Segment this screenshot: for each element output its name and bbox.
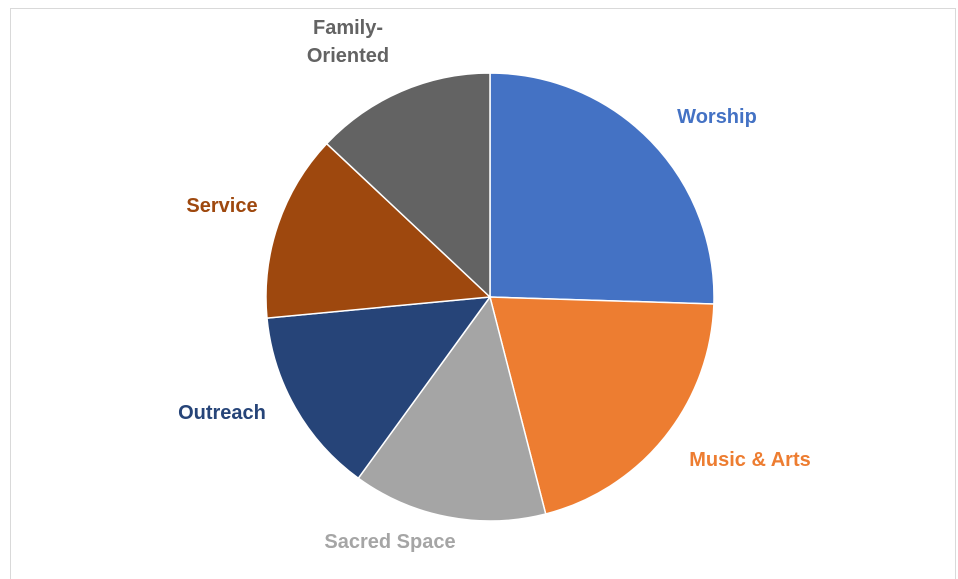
pie-label-music-arts: Music & Arts — [689, 449, 811, 471]
pie-labels: Worship Music & Arts Sacred Space Outreach S… — [178, 17, 811, 553]
pie-label-outreach: Outreach — [178, 402, 266, 424]
pie-label-sacred-space: Sacred Space — [324, 531, 455, 553]
pie-slice-sacred-space[interactable] — [357, 295, 547, 522]
pie-slice-worship[interactable] — [489, 72, 715, 305]
pie-label-family-oriented: Family-Oriented — [307, 17, 389, 67]
pie-label-worship: Worship — [677, 106, 757, 128]
pie-slice-service[interactable] — [265, 142, 492, 319]
pie-slice-music-arts[interactable] — [489, 296, 715, 515]
pie-slice-family-oriented[interactable] — [325, 72, 491, 299]
pie-slices — [265, 72, 715, 522]
pie-slice-outreach[interactable] — [266, 296, 492, 480]
pie-label-service: Service — [186, 195, 257, 217]
